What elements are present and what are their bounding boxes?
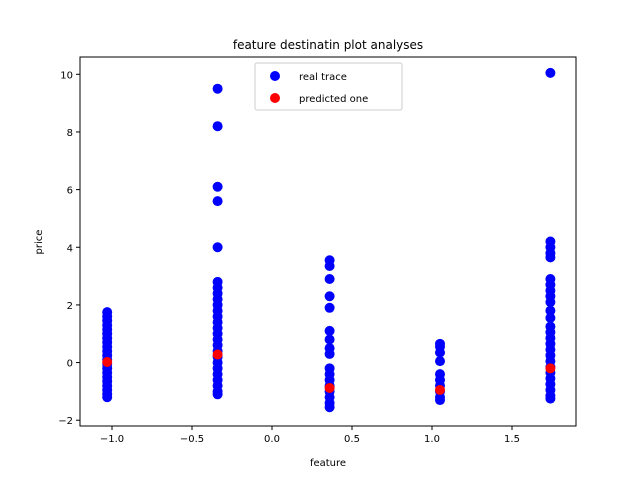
real-trace-point (212, 83, 223, 94)
y-tick-label: 6 (67, 186, 73, 197)
x-tick-label: 0.0 (264, 434, 280, 445)
legend: real trace predicted one (254, 62, 403, 111)
real-trace-point (212, 196, 223, 207)
real-trace-point (545, 312, 556, 323)
y-tick-label: −2 (58, 416, 73, 427)
legend-label-predicted-one: predicted one (299, 94, 368, 105)
real-trace-point (545, 252, 556, 263)
real-trace-point (435, 395, 445, 406)
real-trace-point (102, 392, 113, 403)
y-tick-label: 0 (67, 359, 73, 370)
x-tick-label: 0.5 (344, 434, 360, 445)
x-axis: −1.0 −0.5 0.0 0.5 1.0 1.5 (100, 426, 520, 445)
real-trace-point (435, 347, 445, 358)
predicted-one-point (435, 384, 445, 395)
predicted-one-point (212, 349, 223, 360)
legend-marker-predicted-one (270, 93, 280, 103)
real-trace-point (324, 291, 335, 302)
legend-label-real-trace: real trace (299, 72, 347, 83)
real-trace-point (324, 261, 335, 272)
legend-box (254, 62, 403, 111)
real-trace-point (212, 389, 223, 400)
real-trace-point (212, 181, 223, 192)
x-axis-label: feature (310, 458, 346, 469)
real-trace-point (545, 297, 556, 308)
real-trace-point (324, 348, 335, 359)
real-trace-point (212, 121, 223, 132)
y-axis-label: price (34, 230, 45, 255)
real-trace-point (324, 402, 335, 413)
real-trace-point (324, 334, 335, 345)
y-tick-label: 8 (67, 128, 73, 139)
real-trace-point (324, 302, 335, 313)
y-tick-label: 10 (60, 70, 73, 81)
legend-marker-real-trace (270, 71, 280, 81)
predicted-one-point (102, 357, 113, 368)
chart-title: feature destinatin plot analyses (233, 38, 423, 52)
x-tick-label: 1.5 (504, 434, 520, 445)
real-trace-point (212, 242, 223, 253)
x-tick-label: −1.0 (100, 434, 124, 445)
real-trace-point (545, 305, 556, 316)
real-trace-point (324, 273, 335, 284)
y-tick-label: 4 (67, 243, 73, 254)
real-trace-point (545, 67, 556, 78)
series-predicted-one (102, 349, 556, 395)
y-tick-label: 2 (67, 301, 73, 312)
real-trace-point (324, 325, 335, 336)
real-trace-point (435, 356, 445, 367)
real-trace-point (545, 393, 556, 404)
predicted-one-point (324, 382, 335, 393)
plot-area (79, 56, 577, 427)
x-tick-label: −0.5 (180, 434, 204, 445)
x-tick-label: 1.0 (424, 434, 440, 445)
y-axis: −2 0 2 4 6 8 10 (58, 70, 80, 427)
predicted-one-point (545, 363, 556, 374)
series-real-trace (102, 67, 556, 413)
